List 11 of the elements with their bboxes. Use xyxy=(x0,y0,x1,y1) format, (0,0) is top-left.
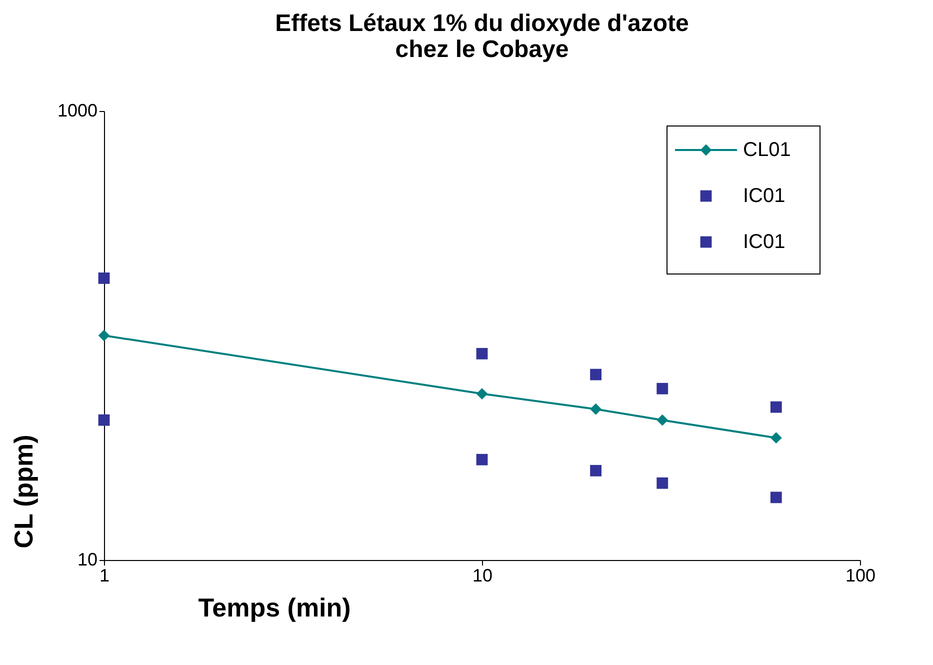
legend-label: CL01 xyxy=(743,139,791,161)
x-tick-label: 1 xyxy=(99,566,110,586)
text: Effets Létaux 1% du dioxyde d'azote xyxy=(275,10,689,37)
y-tick-label: 1000 xyxy=(57,100,98,120)
x-tick-label: 10 xyxy=(472,566,493,586)
text: chez le Cobaye xyxy=(395,36,569,63)
legend-label: IC01 xyxy=(743,185,786,207)
legend-label: IC01 xyxy=(743,231,786,253)
x-axis-title: Temps (min) xyxy=(198,592,351,622)
x-tick-label: 100 xyxy=(845,566,876,586)
y-axis-title: CL (ppm) xyxy=(8,434,38,548)
